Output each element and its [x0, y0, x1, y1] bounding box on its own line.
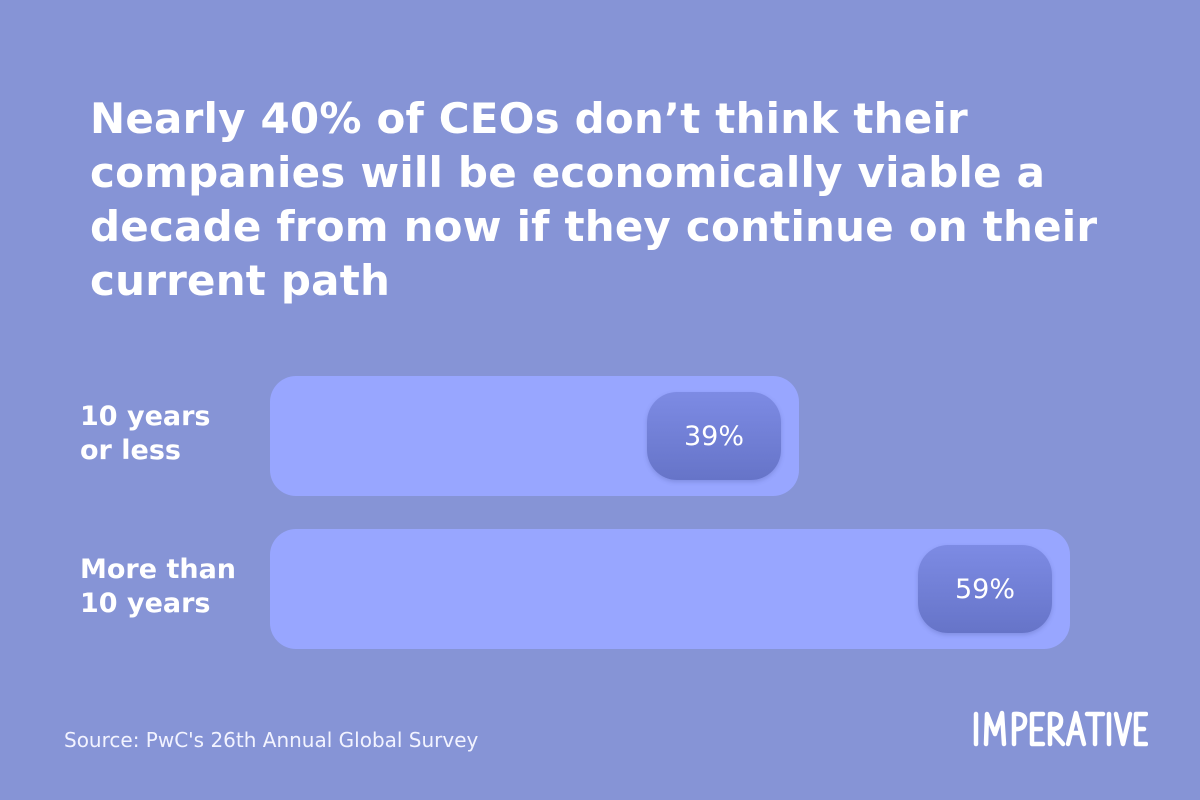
bar-row: More than 10 years 59%	[0, 529, 1200, 649]
source-note: Source: PwC's 26th Annual Global Survey	[64, 728, 479, 752]
category-label-line-1: 10 years	[80, 401, 211, 432]
category-label-line-2: 10 years	[80, 588, 211, 619]
bar: 39%	[270, 376, 799, 496]
category-label: 10 years or less	[80, 400, 260, 468]
headline: Nearly 40% of CEOs don’t think their com…	[90, 94, 1098, 305]
bar-chart: 10 years or less 39% More than 10 years …	[0, 360, 1200, 660]
imperative-logo	[973, 710, 1148, 747]
category-label: More than 10 years	[80, 553, 260, 621]
category-label-line-1: More than	[80, 554, 237, 585]
bar-row: 10 years or less 39%	[0, 376, 1200, 496]
value-label: 59%	[918, 545, 1052, 633]
bar: 59%	[270, 529, 1070, 649]
category-label-line-2: or less	[80, 435, 181, 466]
value-label: 39%	[647, 392, 781, 480]
